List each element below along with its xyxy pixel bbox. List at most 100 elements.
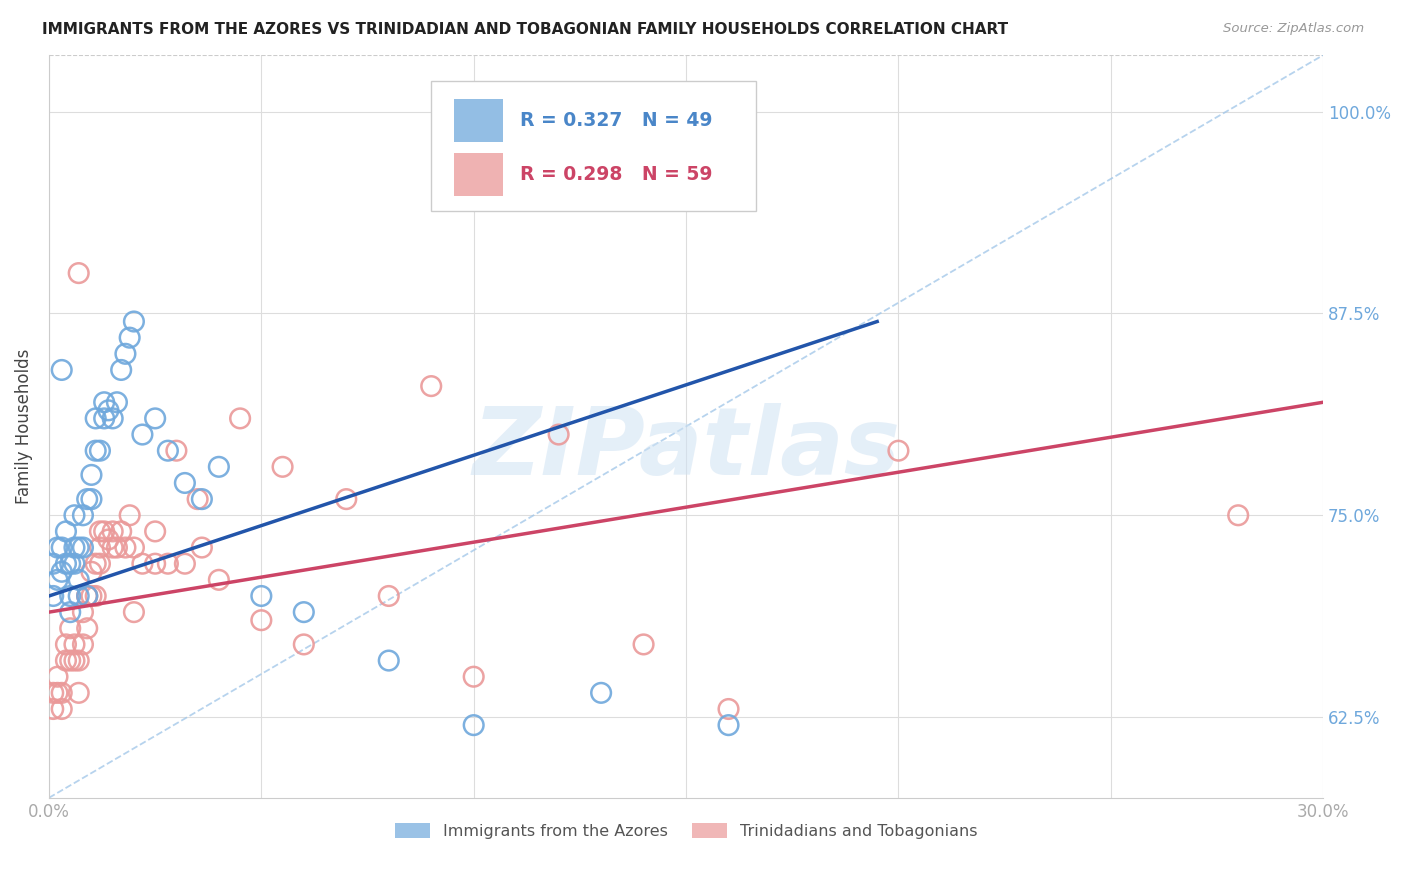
Point (101, 524, 124, 539)
Point (67, 589, 90, 603)
Point (1227, 508, 1250, 523)
Point (377, 589, 399, 603)
Point (84, 557, 107, 571)
Point (93, 395, 115, 409)
Point (46, 541, 69, 555)
Point (80, 589, 103, 603)
Point (122, 541, 145, 555)
Point (250, 589, 273, 603)
Point (463, 718, 485, 732)
Point (271, 459, 294, 474)
Point (72, 637, 94, 651)
Point (191, 541, 214, 555)
Point (89, 524, 111, 539)
Text: Source: ZipAtlas.com: Source: ZipAtlas.com (1223, 22, 1364, 36)
Point (89, 557, 111, 571)
Point (187, 492, 209, 507)
Point (63, 541, 86, 555)
Text: IMMIGRANTS FROM THE AZORES VS TRINIDADIAN AND TOBAGONIAN FAMILY HOUSEHOLDS CORRE: IMMIGRANTS FROM THE AZORES VS TRINIDADIA… (42, 22, 1008, 37)
Point (46, 670, 69, 684)
Point (63, 557, 86, 571)
Point (51, 565, 73, 579)
Point (42, 589, 65, 603)
Point (633, 637, 655, 651)
Point (76, 589, 98, 603)
Point (55, 637, 77, 651)
Point (143, 557, 166, 571)
Point (93, 411, 115, 425)
Point (97, 533, 120, 547)
Point (76, 589, 98, 603)
Point (887, 443, 910, 458)
Point (51, 363, 73, 377)
Point (67, 654, 90, 668)
Point (59, 621, 82, 635)
Point (76, 589, 98, 603)
Point (55, 524, 77, 539)
Legend: Immigrants from the Azores, Trinidadians and Tobagonians: Immigrants from the Azores, Trinidadians… (388, 817, 984, 846)
Point (131, 557, 153, 571)
Point (156, 443, 179, 458)
Point (84, 589, 107, 603)
Point (114, 541, 136, 555)
Point (42, 686, 65, 700)
Point (208, 459, 231, 474)
Point (84, 411, 107, 425)
Point (51, 686, 73, 700)
Point (42, 557, 65, 571)
Point (63, 508, 86, 523)
Point (110, 363, 132, 377)
Point (67, 266, 90, 280)
Point (59, 557, 82, 571)
Point (67, 541, 90, 555)
Point (72, 508, 94, 523)
Point (55, 557, 77, 571)
Point (51, 702, 73, 716)
Point (191, 492, 214, 507)
Y-axis label: Family Households: Family Households (15, 349, 32, 504)
Point (173, 475, 195, 490)
Point (93, 524, 115, 539)
Point (110, 524, 132, 539)
Point (46, 686, 69, 700)
Point (292, 637, 315, 651)
Bar (454, 99, 502, 142)
Point (55, 654, 77, 668)
Point (46, 573, 69, 587)
Point (292, 605, 315, 619)
Point (89, 541, 111, 555)
Point (229, 411, 252, 425)
Point (89, 443, 111, 458)
Point (105, 541, 128, 555)
Point (547, 427, 569, 442)
Point (114, 347, 136, 361)
Point (131, 427, 153, 442)
Point (76, 621, 98, 635)
Bar (454, 153, 502, 196)
Point (122, 605, 145, 619)
Point (420, 379, 443, 393)
Point (118, 508, 141, 523)
Point (63, 654, 86, 668)
Point (101, 541, 124, 555)
Text: R = 0.327   N = 49: R = 0.327 N = 49 (520, 111, 713, 130)
Point (63, 637, 86, 651)
Point (67, 686, 90, 700)
Point (59, 654, 82, 668)
Point (51, 541, 73, 555)
Point (122, 314, 145, 328)
Point (165, 443, 187, 458)
Point (118, 331, 141, 345)
Point (97, 403, 120, 417)
Point (377, 654, 399, 668)
Point (67, 573, 90, 587)
Point (80, 492, 103, 507)
Point (208, 573, 231, 587)
Point (143, 411, 166, 425)
Point (76, 492, 98, 507)
Point (80, 565, 103, 579)
Point (717, 718, 740, 732)
Text: ZIPatlas: ZIPatlas (472, 403, 900, 495)
Point (463, 670, 485, 684)
Point (143, 524, 166, 539)
